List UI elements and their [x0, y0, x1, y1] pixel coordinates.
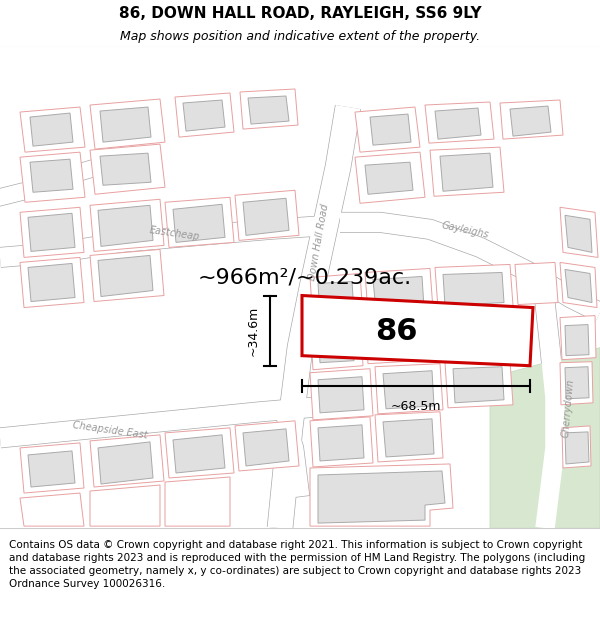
- Polygon shape: [100, 153, 151, 185]
- Polygon shape: [365, 269, 433, 314]
- Text: Cherrydown: Cherrydown: [560, 378, 575, 438]
- Polygon shape: [445, 361, 513, 408]
- Polygon shape: [565, 432, 589, 464]
- Polygon shape: [355, 152, 425, 203]
- Polygon shape: [28, 213, 75, 251]
- Polygon shape: [565, 324, 589, 356]
- Polygon shape: [500, 100, 563, 139]
- Polygon shape: [28, 451, 75, 487]
- Polygon shape: [318, 425, 364, 461]
- Polygon shape: [375, 412, 443, 462]
- Polygon shape: [373, 322, 424, 359]
- Polygon shape: [20, 443, 84, 493]
- Polygon shape: [565, 367, 589, 399]
- Polygon shape: [560, 316, 596, 359]
- Text: ~34.6m: ~34.6m: [247, 306, 260, 356]
- Polygon shape: [98, 205, 153, 246]
- Polygon shape: [20, 107, 85, 152]
- Text: Cheapside East: Cheapside East: [72, 419, 148, 440]
- Polygon shape: [183, 100, 225, 131]
- Polygon shape: [173, 435, 225, 473]
- Polygon shape: [90, 485, 160, 526]
- Polygon shape: [318, 471, 445, 523]
- Polygon shape: [240, 89, 298, 129]
- Polygon shape: [318, 281, 354, 314]
- Polygon shape: [365, 162, 413, 194]
- Polygon shape: [310, 464, 453, 526]
- Text: Map shows position and indicative extent of the property.: Map shows position and indicative extent…: [120, 30, 480, 43]
- Polygon shape: [383, 419, 434, 457]
- Polygon shape: [435, 264, 513, 309]
- Polygon shape: [443, 272, 504, 306]
- Polygon shape: [90, 144, 165, 194]
- Polygon shape: [165, 428, 234, 478]
- Polygon shape: [90, 435, 164, 487]
- Polygon shape: [302, 296, 533, 366]
- Polygon shape: [440, 153, 493, 191]
- Polygon shape: [20, 152, 85, 202]
- Polygon shape: [310, 369, 373, 420]
- Polygon shape: [425, 102, 494, 143]
- Polygon shape: [173, 204, 225, 242]
- Polygon shape: [20, 258, 84, 308]
- Text: ~966m²/~0.239ac.: ~966m²/~0.239ac.: [198, 268, 412, 288]
- Polygon shape: [100, 107, 151, 142]
- Polygon shape: [175, 93, 234, 137]
- Polygon shape: [90, 249, 164, 301]
- Polygon shape: [510, 106, 551, 136]
- Polygon shape: [90, 199, 164, 251]
- Polygon shape: [383, 371, 434, 409]
- Polygon shape: [235, 190, 299, 241]
- Polygon shape: [20, 493, 84, 526]
- Polygon shape: [235, 421, 299, 471]
- Polygon shape: [443, 318, 504, 356]
- Polygon shape: [243, 429, 289, 466]
- Polygon shape: [30, 113, 73, 146]
- Text: ~68.5m: ~68.5m: [391, 400, 441, 412]
- Polygon shape: [560, 208, 598, 258]
- Text: Down Hall Road: Down Hall Road: [307, 203, 331, 281]
- Polygon shape: [435, 108, 481, 139]
- Polygon shape: [490, 348, 600, 528]
- Polygon shape: [318, 328, 354, 362]
- Polygon shape: [30, 159, 73, 192]
- Polygon shape: [165, 198, 234, 248]
- Text: 86: 86: [376, 317, 418, 346]
- Polygon shape: [560, 262, 597, 308]
- Polygon shape: [453, 367, 504, 402]
- Polygon shape: [310, 417, 373, 467]
- Polygon shape: [165, 477, 230, 526]
- Text: 86, DOWN HALL ROAD, RAYLEIGH, SS6 9LY: 86, DOWN HALL ROAD, RAYLEIGH, SS6 9LY: [119, 6, 481, 21]
- Polygon shape: [373, 276, 424, 311]
- Polygon shape: [90, 99, 165, 149]
- Polygon shape: [310, 274, 363, 322]
- Polygon shape: [435, 309, 513, 359]
- Polygon shape: [565, 269, 592, 302]
- Text: Eastcheap: Eastcheap: [149, 225, 201, 242]
- Polygon shape: [515, 262, 558, 304]
- Polygon shape: [318, 377, 364, 413]
- Text: Contains OS data © Crown copyright and database right 2021. This information is : Contains OS data © Crown copyright and d…: [9, 540, 585, 589]
- Text: Gayleighs: Gayleighs: [440, 221, 490, 240]
- Polygon shape: [355, 107, 420, 152]
- Polygon shape: [375, 364, 443, 414]
- Polygon shape: [98, 256, 153, 296]
- Polygon shape: [562, 426, 591, 468]
- Polygon shape: [430, 147, 504, 196]
- Polygon shape: [20, 208, 84, 258]
- Polygon shape: [310, 319, 363, 370]
- Polygon shape: [28, 264, 75, 301]
- Polygon shape: [98, 442, 153, 484]
- Polygon shape: [248, 96, 289, 124]
- Polygon shape: [565, 215, 592, 252]
- Polygon shape: [243, 198, 289, 236]
- Polygon shape: [560, 362, 593, 405]
- Polygon shape: [370, 114, 411, 145]
- Polygon shape: [365, 314, 433, 364]
